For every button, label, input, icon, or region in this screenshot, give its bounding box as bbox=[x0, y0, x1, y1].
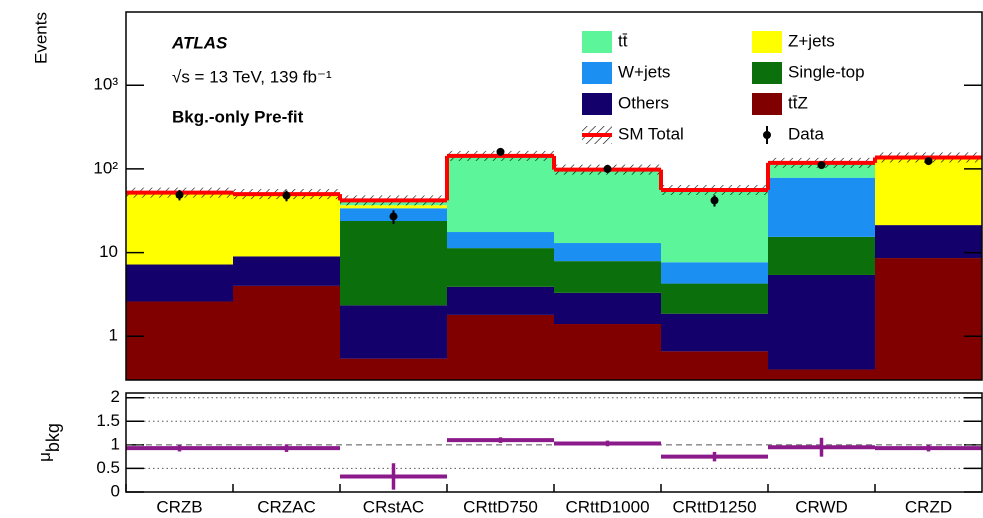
legend-swatch bbox=[752, 62, 782, 84]
legend-label: Data bbox=[788, 124, 824, 143]
stack-segment bbox=[126, 264, 233, 302]
stack-segment bbox=[447, 286, 554, 315]
y-tick-label: 1.5 bbox=[96, 411, 120, 430]
data-point bbox=[924, 157, 933, 166]
y-tick-label: 10³ bbox=[93, 75, 118, 94]
y-axis-label-main: μ bbox=[35, 452, 54, 462]
stack-segment bbox=[340, 221, 447, 306]
stack-segment bbox=[768, 274, 875, 370]
y-tick-label: 0.5 bbox=[96, 458, 120, 477]
stack-segment bbox=[661, 283, 768, 314]
x-tick-label: CRttD750 bbox=[463, 497, 538, 516]
y-tick-label: 1 bbox=[109, 326, 118, 345]
y-axis-label: Events bbox=[31, 12, 50, 64]
x-tick-label: CRZAC bbox=[257, 497, 316, 516]
stack-segment bbox=[126, 193, 233, 265]
stack-segment bbox=[340, 305, 447, 359]
stack-segment bbox=[447, 156, 554, 233]
data-point bbox=[817, 161, 826, 170]
stack-segment bbox=[233, 256, 340, 286]
legend-swatch bbox=[763, 131, 771, 139]
legend-label: tt̄ bbox=[618, 31, 628, 50]
legend-swatch bbox=[582, 31, 612, 53]
y-tick-label: 0 bbox=[111, 481, 120, 500]
stack-segment bbox=[233, 285, 340, 380]
y-axis-label-sub: bkg bbox=[43, 423, 63, 452]
stack-segment bbox=[340, 205, 447, 209]
stack-segment bbox=[661, 313, 768, 352]
stack-segment bbox=[447, 248, 554, 287]
stack-segment bbox=[340, 358, 447, 380]
y-tick-label: 2 bbox=[111, 387, 120, 406]
legend-label: Others bbox=[618, 93, 669, 112]
stack-segment bbox=[768, 236, 875, 275]
data-point bbox=[175, 190, 184, 199]
x-tick-label: CRZB bbox=[156, 497, 202, 516]
plot-frame bbox=[125, 11, 983, 381]
legend-swatch bbox=[582, 62, 612, 84]
legend-swatch bbox=[752, 93, 782, 115]
legend-label: Single-top bbox=[788, 62, 865, 81]
stack-segment bbox=[875, 258, 982, 380]
energy-label: √s = 13 TeV, 139 fb⁻¹ bbox=[172, 67, 332, 86]
stack-segment bbox=[447, 314, 554, 380]
stack-segment bbox=[661, 351, 768, 380]
stack-segment bbox=[554, 292, 661, 325]
y-axis-label: μbkg bbox=[35, 423, 62, 462]
legend-label: W+jets bbox=[618, 62, 670, 81]
fit-label: Bkg.-only Pre-fit bbox=[172, 107, 304, 126]
x-tick-label: CRttD1250 bbox=[672, 497, 756, 516]
y-tick-label: 1 bbox=[111, 434, 120, 453]
legend-label: Z+jets bbox=[788, 31, 835, 50]
legend-swatch bbox=[752, 31, 782, 53]
data-point bbox=[282, 191, 291, 200]
experiment-label: ATLAS bbox=[171, 33, 228, 52]
legend-swatch bbox=[582, 93, 612, 115]
stack-segment bbox=[447, 232, 554, 249]
stack-segment bbox=[661, 262, 768, 284]
stack-segment bbox=[768, 177, 875, 237]
data-point bbox=[603, 164, 612, 173]
data-point bbox=[496, 147, 505, 156]
stack-segment bbox=[554, 169, 661, 244]
data-point bbox=[389, 212, 398, 221]
y-tick-label: 10 bbox=[99, 242, 118, 261]
y-tick-label: 10² bbox=[93, 158, 118, 177]
x-tick-label: CRZD bbox=[905, 497, 952, 516]
x-tick-label: CRttD1000 bbox=[565, 497, 649, 516]
x-tick-label: CRstAC bbox=[363, 497, 424, 516]
legend-label: tt̄Z bbox=[788, 93, 808, 112]
x-tick-label: CRWD bbox=[795, 497, 848, 516]
stack-segment bbox=[554, 324, 661, 380]
stack-segment bbox=[233, 195, 340, 257]
stack-segment bbox=[554, 261, 661, 293]
data-point bbox=[710, 196, 719, 205]
stack-segment bbox=[126, 301, 233, 380]
stack-segment bbox=[768, 369, 875, 380]
legend-label: SM Total bbox=[618, 124, 684, 143]
stack-segment bbox=[554, 243, 661, 262]
